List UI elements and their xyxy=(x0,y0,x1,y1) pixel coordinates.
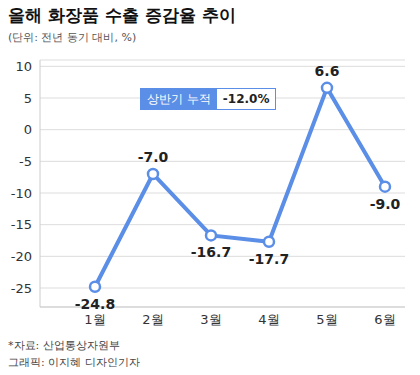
svg-text:-24.8: -24.8 xyxy=(75,296,115,312)
html-text:그래픽: 이지혜 디자인기자: 그래픽: 이지혜 디자인기자 xyxy=(8,356,140,369)
svg-text:5: 5 xyxy=(24,91,32,106)
svg-text:-25: -25 xyxy=(11,281,32,296)
html-text:*자료: 산업통상자원부: *자료: 산업통상자원부 xyxy=(8,339,120,352)
svg-text:-9.0: -9.0 xyxy=(370,196,401,212)
svg-text:6월: 6월 xyxy=(374,312,395,327)
svg-text:-15: -15 xyxy=(11,217,32,232)
svg-text:10: 10 xyxy=(15,59,32,74)
svg-text:0: 0 xyxy=(24,122,32,137)
svg-text:-10: -10 xyxy=(11,186,32,201)
svg-text:-16.7: -16.7 xyxy=(191,244,231,260)
svg-text:-17.7: -17.7 xyxy=(249,251,289,267)
svg-text:5월: 5월 xyxy=(316,312,337,327)
svg-text:2월: 2월 xyxy=(142,312,163,327)
html-text:올해 화장품 수출 증감율 추이: 올해 화장품 수출 증감율 추이 xyxy=(8,5,236,25)
svg-text:4월: 4월 xyxy=(258,312,279,327)
svg-text:3월: 3월 xyxy=(200,312,221,327)
svg-text:6.6: 6.6 xyxy=(315,63,340,79)
svg-text:-20: -20 xyxy=(11,249,32,264)
html-text:상반기 누적: 상반기 누적 xyxy=(147,92,211,106)
svg-text:1월: 1월 xyxy=(84,312,105,327)
html-text:(단위: 전년 동기 대비, %): (단위: 전년 동기 대비, %) xyxy=(8,31,137,44)
svg-text:-7.0: -7.0 xyxy=(138,149,169,165)
svg-text:-5: -5 xyxy=(19,154,32,169)
html-text:-12.0%: -12.0% xyxy=(222,92,270,106)
